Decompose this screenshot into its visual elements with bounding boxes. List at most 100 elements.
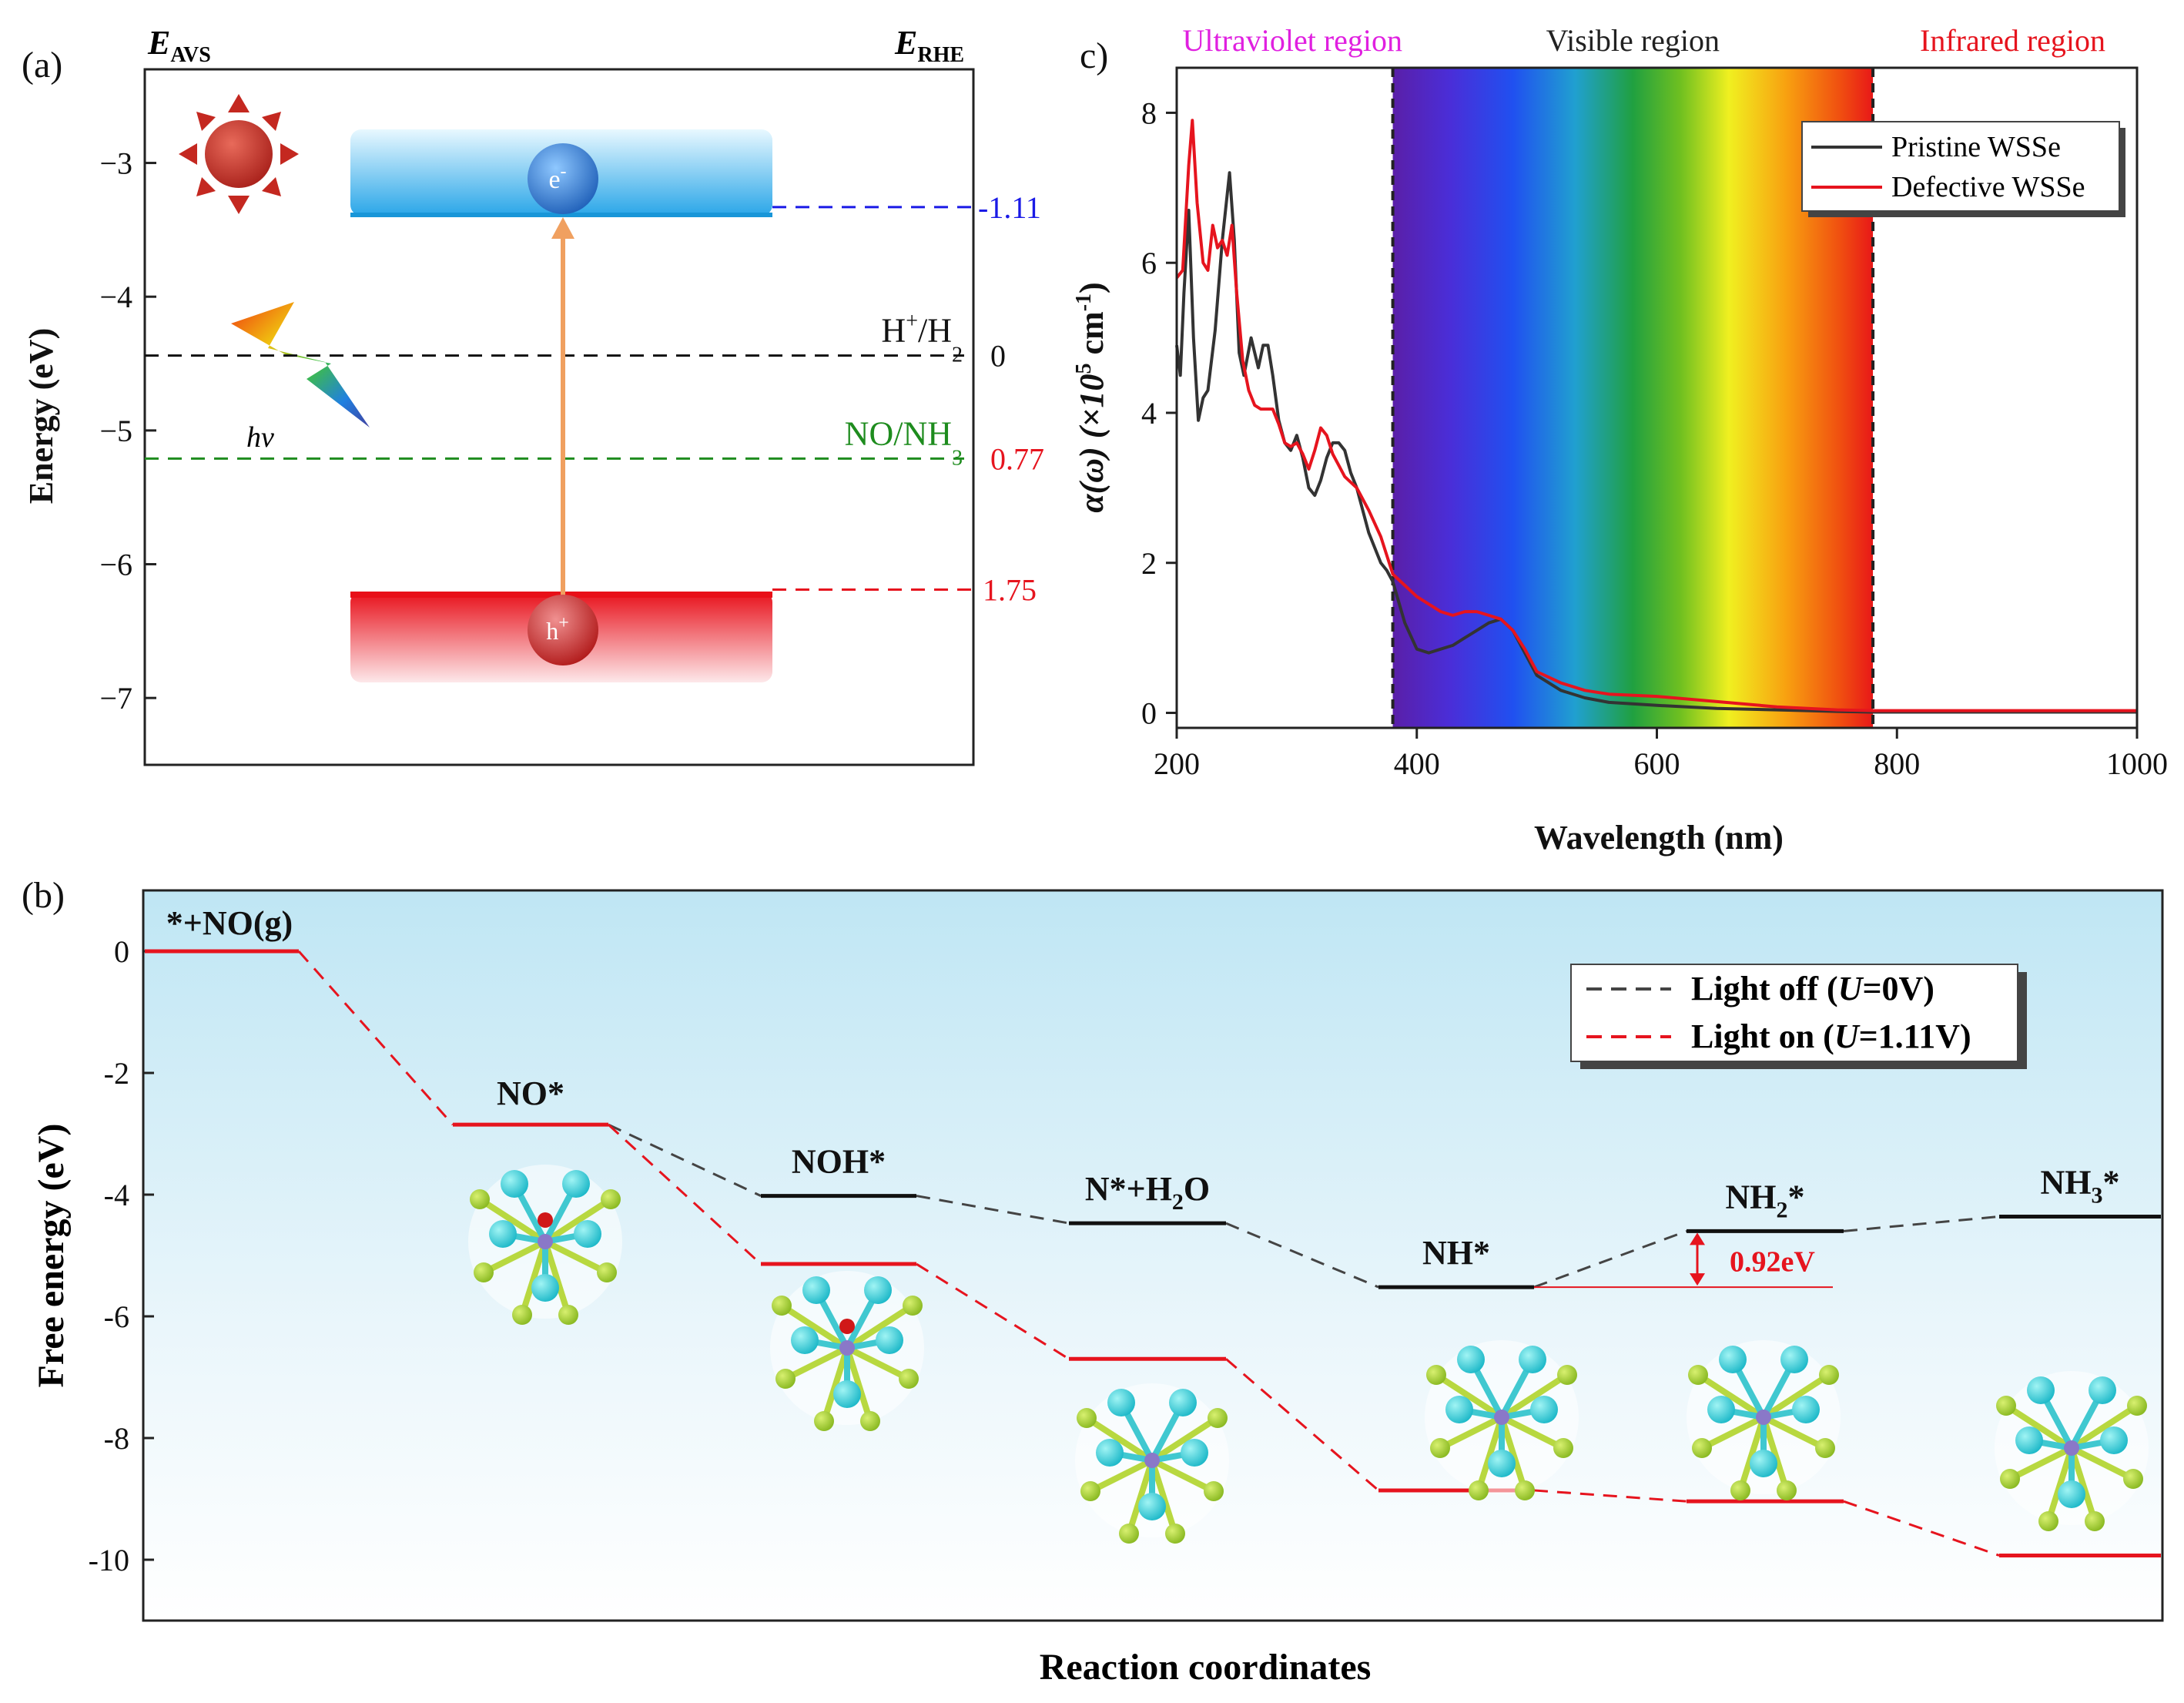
step-label-0: *+NO(g)	[166, 904, 293, 942]
electron-label: e-	[548, 162, 566, 194]
series-line-1	[1175, 119, 2137, 712]
legend-light-off: Light off (U=0V)	[1691, 970, 1934, 1007]
panel-a-y-axis-label: Energy (eV)	[22, 328, 60, 505]
region-label-2: Infrared region	[1920, 23, 2105, 58]
hole	[528, 595, 598, 665]
barrier-arrow-up	[1690, 1232, 1705, 1245]
c-ytick-label-2: 4	[1141, 396, 1157, 431]
legend-pristine: Pristine WSSe	[1891, 131, 2061, 163]
panel-c: c) Ultraviolet region Visible region Infra…	[1072, 23, 2168, 857]
visible-spectrum-band	[1392, 68, 1874, 728]
adsorbate-structure-2	[770, 1271, 924, 1431]
b-ytick-label-3: -6	[104, 1299, 129, 1334]
a-ytick-label-4: −7	[99, 681, 132, 716]
c-xtick-label-4: 1000	[2106, 746, 2168, 781]
on-connector-6	[1843, 1500, 2000, 1557]
adsorbate-structure-1	[468, 1165, 622, 1325]
step-label-1: NO*	[497, 1074, 564, 1112]
panel-b-x-axis-label: Reaction coordinates	[1040, 1647, 1372, 1688]
sun-icon	[179, 94, 299, 214]
step-label-2: NOH*	[792, 1143, 886, 1181]
a-ytick-label-2: −5	[99, 414, 132, 448]
c-ytick-label-0: 0	[1141, 696, 1157, 731]
redox-levels: -1.11 1.75 H+/H2 0 NO/NH3 0.77	[145, 190, 1044, 608]
c-xtick-label-3: 800	[1874, 746, 1920, 781]
c-xtick-label-0: 200	[1154, 746, 1200, 781]
on-connector-3	[916, 1262, 1070, 1360]
vbm-rhe-value: 1.75	[983, 573, 1037, 608]
left-axis-energy-label: EAVS	[147, 24, 211, 67]
panel-c-y-axis-label: α(ω) (×105 cm-1)	[1072, 282, 1110, 512]
off-connector-6	[1843, 1215, 2000, 1232]
panel-c-ticks: 200 400 600 800 1000 0 2 4 6 8	[1141, 96, 2168, 781]
on-connector-4	[1225, 1358, 1379, 1492]
panel-b: (b) 0 -2 -4 -6 -8 -10 *+NO(g) NO* NOH* N*+H2O NH*…	[22, 875, 2164, 1688]
c-xtick-label-1: 400	[1394, 746, 1440, 781]
b-ytick-label-0: 0	[114, 934, 129, 969]
panel-b-legend: Light off (U=0V) Light on (U=1.11V)	[1570, 964, 2027, 1069]
c-ytick-label-4: 8	[1141, 96, 1157, 130]
b-ytick-label-2: -4	[104, 1178, 129, 1212]
panel-b-frame	[142, 889, 2164, 1622]
intermediate-labels: *+NO(g) NO* NOH* N*+H2O NH* NH2* NH3*	[166, 904, 2120, 1272]
redox-rhe-value-0: 0	[990, 339, 1006, 374]
series-line-0	[1175, 171, 2137, 714]
lightning-bolt-icon	[231, 302, 370, 427]
off-connector-4	[1225, 1222, 1379, 1289]
redox-rhe-value-1: 0.77	[990, 441, 1044, 476]
off-connector-3	[916, 1195, 1070, 1225]
adsorbate-structure-4	[1425, 1340, 1579, 1500]
step-label-5: NH2*	[1726, 1178, 1805, 1222]
barrier-arrow-down	[1690, 1273, 1705, 1286]
b-ytick-label-4: -8	[104, 1421, 129, 1456]
c-xtick-label-2: 600	[1634, 746, 1680, 781]
panel-a-y-ticks: −3 −4 −5 −6 −7	[99, 146, 156, 716]
a-ytick-label-0: −3	[99, 146, 132, 181]
energy-connectors	[297, 950, 2000, 1557]
on-connector-2	[607, 1124, 762, 1266]
a-ytick-label-1: −4	[99, 280, 132, 314]
excitation-arrowhead	[551, 217, 574, 239]
panel-b-y-axis-label: Free energy (eV)	[31, 1124, 72, 1388]
spectral-region-labels: Ultraviolet region Visible region Infrared…	[1183, 23, 2105, 728]
adsorbate-structure-6	[1995, 1371, 2149, 1531]
panel-a: (a) EAVS ERHE −3 −4 −5 −6 −7 Energy (eV) hv	[22, 24, 1044, 766]
on-connector-1	[297, 950, 454, 1126]
b-ytick-label-1: -2	[104, 1056, 129, 1091]
redox-label-0: H+/H2	[881, 310, 963, 367]
panel-b-label: (b)	[22, 875, 65, 916]
adsorbate-structure-5	[1687, 1340, 1841, 1500]
electron	[528, 143, 598, 214]
barrier-label: 0.92eV	[1730, 1246, 1815, 1279]
panel-c-x-axis-label: Wavelength (nm)	[1534, 819, 1784, 857]
c-ytick-label-3: 6	[1141, 246, 1157, 280]
barrier-annotation: 0.92eV	[1534, 1232, 1833, 1289]
a-ytick-label-3: −6	[99, 548, 132, 582]
panel-a-label: (a)	[22, 45, 62, 85]
redox-label-1: NO/NH3	[845, 414, 963, 470]
panel-c-label: c)	[1080, 35, 1108, 76]
absorption-curves	[1175, 119, 2137, 714]
step-label-4: NH*	[1422, 1234, 1490, 1272]
legend-light-on: Light on (U=1.11V)	[1691, 1017, 1971, 1055]
on-connector-5	[1533, 1489, 1687, 1503]
step-label-6: NH3*	[2041, 1163, 2120, 1208]
conduction-band-edge	[350, 213, 772, 217]
panel-a-frame	[143, 68, 975, 766]
legend-defective: Defective WSSe	[1891, 171, 2085, 203]
step-label-3: N*+H2O	[1085, 1170, 1210, 1215]
adsorbate-structures	[468, 1165, 2149, 1544]
right-axis-energy-label: ERHE	[894, 24, 964, 67]
off-connector-5	[1533, 1229, 1687, 1289]
cbm-rhe-value: -1.11	[978, 190, 1041, 225]
off-connector-2	[608, 1123, 762, 1197]
hole-label: h+	[546, 613, 569, 645]
region-label-1: Visible region	[1546, 23, 1720, 58]
panel-c-legend: Pristine WSSe Defective WSSe	[1801, 121, 2125, 217]
c-ytick-label-1: 2	[1141, 546, 1157, 581]
photon-label: hv	[246, 421, 274, 454]
adsorbate-structure-3	[1075, 1383, 1229, 1544]
region-label-0: Ultraviolet region	[1183, 23, 1402, 58]
b-ytick-label-5: -10	[89, 1543, 129, 1577]
